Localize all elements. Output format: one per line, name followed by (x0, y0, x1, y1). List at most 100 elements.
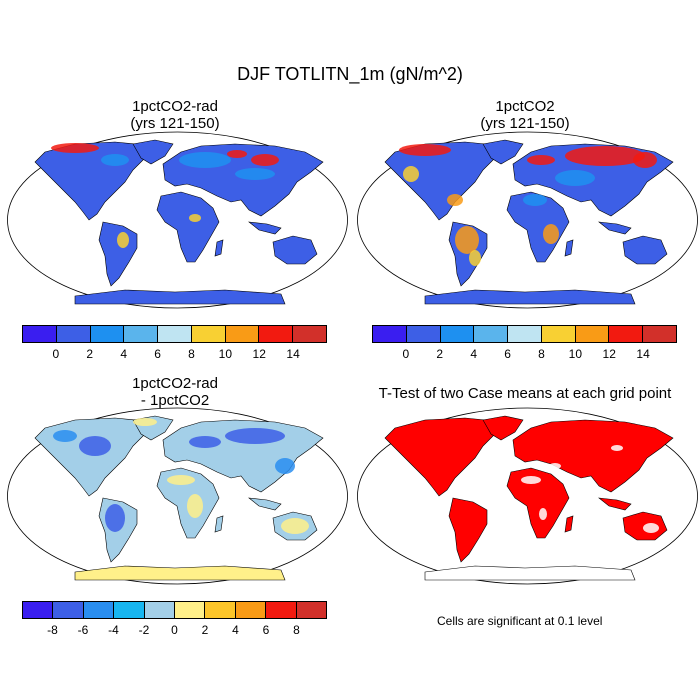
panel-title-base-line2: (yrs 121-150) (480, 115, 570, 132)
colorbar-tick-label: 4 (120, 347, 127, 361)
value-patch (399, 144, 451, 156)
landmass-indonesia (248, 497, 282, 511)
value-patch (469, 250, 481, 266)
value-patch (105, 504, 125, 532)
panel-title-base: 1pctCO2 (yrs 121-150) (375, 98, 675, 132)
value-patch (539, 508, 547, 520)
value-patch (189, 436, 221, 448)
landmass-australia (622, 235, 668, 265)
colorbar-tick-label: 12 (252, 347, 266, 361)
landmass-greenland (482, 139, 524, 165)
colorbar-tick-label: -8 (47, 623, 58, 637)
value-patch (167, 475, 195, 485)
value-patch (633, 152, 657, 168)
colorbar-swatch (235, 602, 267, 618)
colorbar-tick-label: 0 (402, 347, 410, 361)
landmass-greenland (482, 415, 524, 441)
landmass-madagascar (214, 239, 224, 257)
colorbar-tick-label: 8 (188, 347, 195, 361)
landmass-indonesia (598, 497, 632, 511)
value-patch (189, 214, 201, 222)
panel-title-diff-line1: 1pctCO2-rad (132, 375, 218, 392)
landmass-madagascar (564, 515, 574, 533)
colorbar-tick-label: 14 (286, 347, 300, 361)
colorbar-rad (22, 325, 327, 343)
colorbar-swatch (23, 326, 57, 342)
colorbar-swatch (406, 326, 441, 342)
colorbar-tick-label: 0 (52, 347, 60, 361)
value-patch (225, 428, 285, 444)
panel-title-ttest-line1: T-Test of two Case means at each grid po… (378, 385, 672, 402)
colorbar-diff (22, 601, 327, 619)
colorbar-swatch (293, 326, 327, 342)
colorbar-swatch (124, 326, 159, 342)
significance-note: Cells are significant at 0.1 level (437, 614, 603, 628)
value-patch (455, 226, 479, 254)
colorbar-swatch (23, 602, 54, 618)
colorbar-swatch (373, 326, 407, 342)
value-patch (275, 458, 295, 474)
value-patch (521, 476, 541, 484)
colorbar-swatch (56, 326, 91, 342)
landmass-antarctica (424, 289, 636, 305)
colorbar-tick-label: 10 (218, 347, 233, 361)
value-patch (611, 445, 623, 451)
value-patch (543, 224, 559, 244)
landmass-antarctica (74, 565, 286, 581)
colorbar-swatch (53, 602, 84, 618)
landmass-africa (506, 191, 570, 263)
value-patch (117, 232, 129, 248)
panel-title-rad: 1pctCO2-rad (yrs 121-150) (25, 98, 325, 132)
value-patch (235, 168, 275, 180)
colorbar-swatch (175, 602, 206, 618)
value-patch (133, 418, 157, 426)
colorbar-tick-label: 14 (636, 347, 650, 361)
value-patch (51, 143, 99, 153)
value-patch (403, 166, 419, 182)
colorbar-swatch (83, 602, 115, 618)
landmass-africa (156, 191, 220, 263)
colorbar-swatch (474, 326, 509, 342)
landmass-madagascar (564, 239, 574, 257)
colorbar-base (372, 325, 677, 343)
value-patch (179, 152, 231, 168)
colorbar-tick-label: 4 (232, 623, 239, 637)
colorbar-swatch (144, 602, 176, 618)
colorbar-swatch (440, 326, 475, 342)
value-patch (101, 154, 129, 166)
landmass-samerica (448, 497, 488, 563)
colorbar-swatch (205, 602, 236, 618)
landmass-indonesia (248, 221, 282, 235)
value-patch (79, 436, 111, 456)
colorbar-swatch (541, 326, 576, 342)
colorbar-swatch (575, 326, 610, 342)
colorbar-swatch (158, 326, 192, 342)
landmass-greenland (132, 139, 174, 165)
landmass-indonesia (598, 221, 632, 235)
colorbar-tick-label: 8 (538, 347, 545, 361)
colorbar-tick-label: 8 (293, 623, 300, 637)
continents (384, 139, 674, 305)
colorbar-tick-label: 2 (436, 347, 444, 361)
colorbar-tick-label: 6 (154, 347, 161, 361)
colorbar-tick-label: 6 (262, 623, 270, 637)
colorbar-swatch (225, 326, 260, 342)
value-patch (281, 518, 309, 534)
colorbar-tick-label: 6 (504, 347, 511, 361)
colorbar-swatch (266, 602, 297, 618)
colorbar-swatch (191, 326, 226, 342)
colorbar-swatch (114, 602, 145, 618)
map-panel-rad (7, 131, 348, 309)
panel-title-diff: 1pctCO2-rad - 1pctCO2 (25, 375, 325, 409)
continents (34, 139, 324, 305)
colorbar-swatch (90, 326, 125, 342)
panel-title-base-line1: 1pctCO2 (495, 98, 555, 115)
colorbar-tick-label: -4 (108, 623, 119, 637)
value-patch (523, 194, 547, 206)
colorbar-tick-label: 2 (201, 623, 209, 637)
landmass-australia (272, 235, 318, 265)
colorbar-swatch (643, 326, 677, 342)
value-patch (565, 146, 645, 166)
colorbar-tick-label: 0 (171, 623, 178, 637)
colorbar-swatch (508, 326, 542, 342)
